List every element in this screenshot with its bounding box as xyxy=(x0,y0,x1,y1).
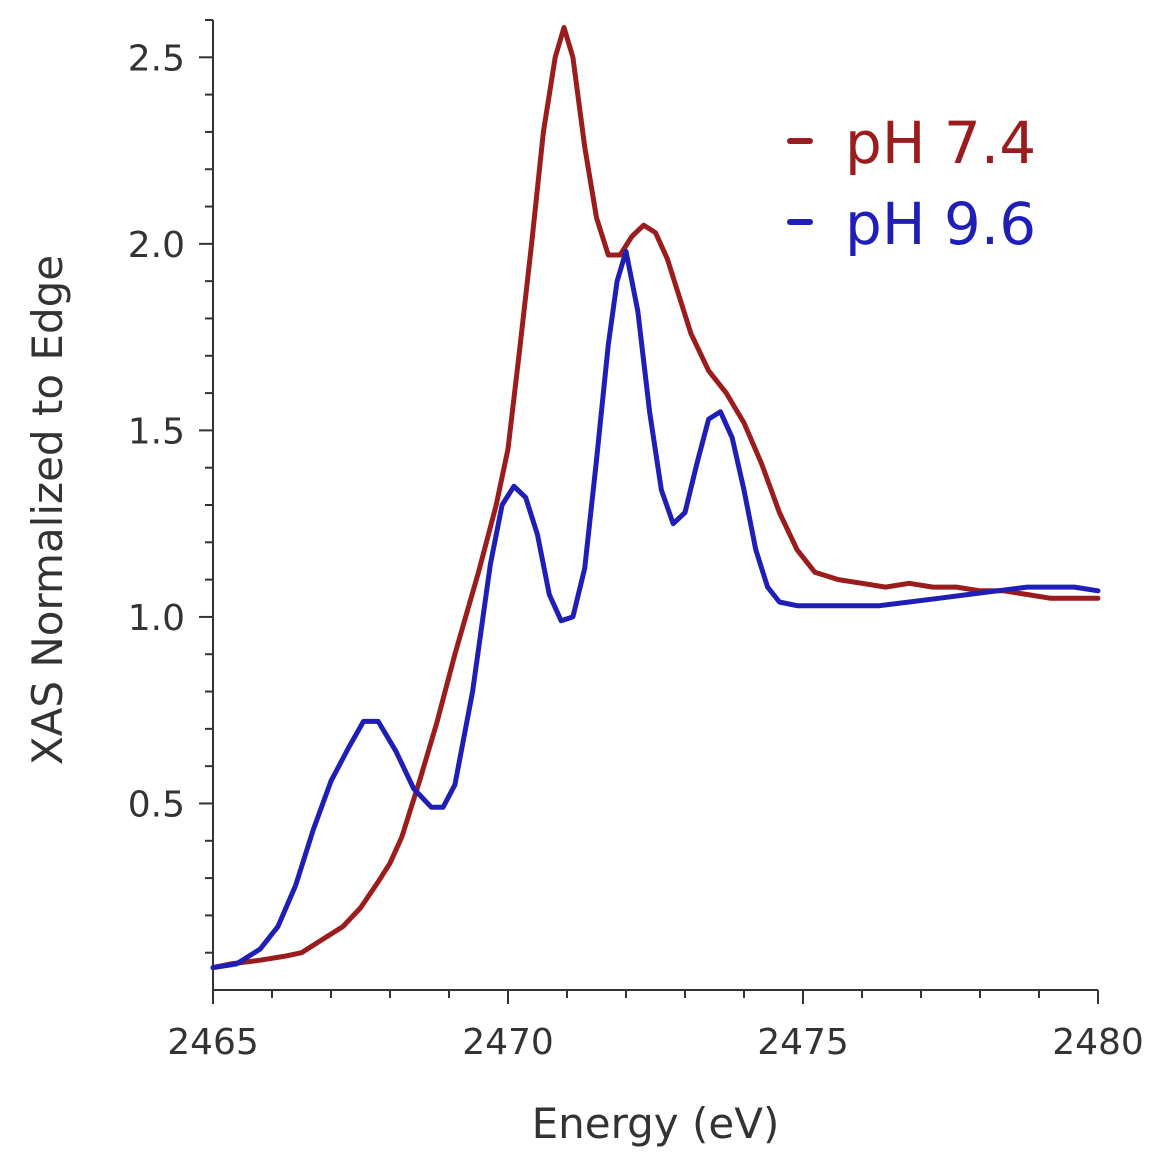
series-line-ph-9-6 xyxy=(210,248,1101,971)
y-tick-label: 1.0 xyxy=(128,598,185,639)
legend: pH 7.4 pH 9.6 xyxy=(787,109,1036,258)
y-axis-title: XAS Normalized to Edge xyxy=(23,255,72,765)
y-tick-label: 0.5 xyxy=(128,784,185,825)
y-tick-label: 2.0 xyxy=(128,225,185,266)
x-axis-title: Energy (eV) xyxy=(532,1099,780,1148)
x-tick-label: 2480 xyxy=(1052,1022,1144,1063)
y-axis-ticks: 0.5 1.0 1.5 2.0 2.5 xyxy=(128,19,213,954)
y-tick-label: 2.5 xyxy=(128,38,185,79)
x-tick-label: 2465 xyxy=(167,1022,259,1063)
legend-label-ph-7-4: pH 7.4 xyxy=(845,109,1036,177)
legend-label-ph-9-6: pH 9.6 xyxy=(845,190,1036,258)
series-line-ph-7-4 xyxy=(210,25,1101,971)
x-tick-label: 2470 xyxy=(462,1022,554,1063)
series-layer xyxy=(210,25,1101,971)
x-tick-label: 2475 xyxy=(757,1022,849,1063)
y-tick-label: 1.5 xyxy=(128,411,185,452)
x-axis-ticks: 2465 2470 2475 2480 xyxy=(167,990,1144,1063)
